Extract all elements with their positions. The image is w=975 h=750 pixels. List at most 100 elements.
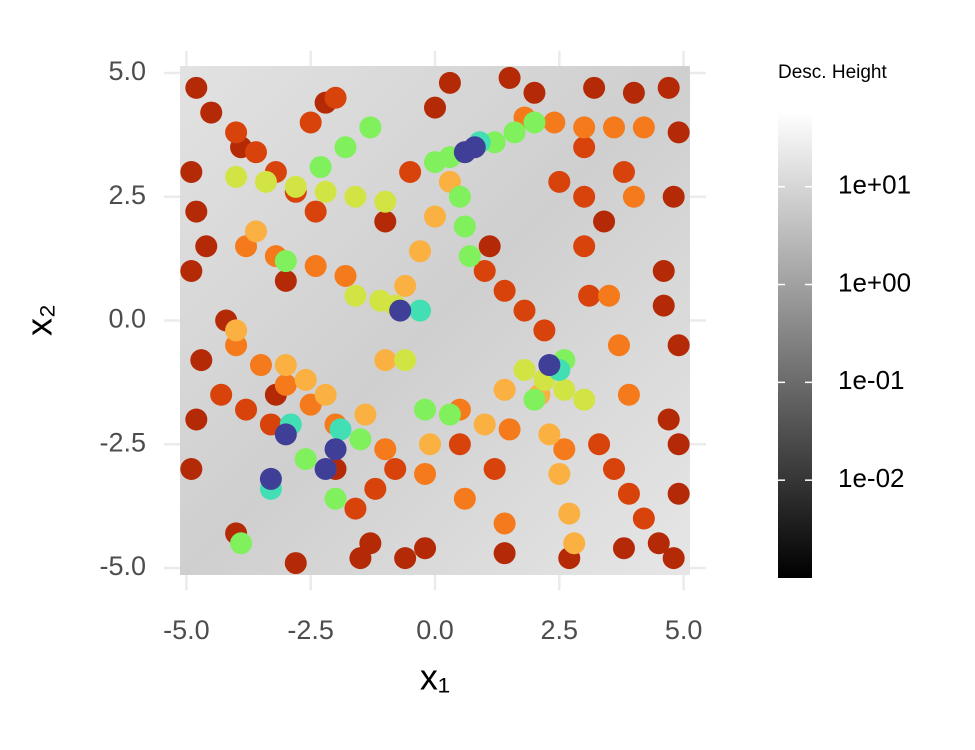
x-tick-label: -2.5 [287, 615, 334, 645]
point [294, 448, 317, 471]
point [553, 438, 576, 461]
point [463, 136, 486, 159]
point [607, 334, 630, 357]
point [324, 86, 347, 109]
point [493, 279, 516, 302]
point [473, 413, 496, 436]
point [538, 354, 561, 377]
point [210, 383, 233, 406]
y-tick-label: 0.0 [108, 304, 146, 334]
point [573, 136, 596, 159]
point [314, 458, 337, 481]
point [274, 373, 297, 396]
colorbar-tick-label: 1e+01 [838, 170, 911, 200]
point [573, 235, 596, 258]
point [593, 210, 616, 233]
point [632, 116, 655, 139]
point [304, 255, 327, 278]
point [458, 245, 481, 268]
point [225, 165, 248, 188]
point [657, 76, 680, 99]
point [244, 220, 267, 243]
point [235, 398, 258, 421]
point [314, 180, 337, 203]
point [523, 111, 546, 134]
point [513, 299, 536, 322]
point [274, 423, 297, 446]
point [548, 170, 571, 193]
point [622, 81, 645, 104]
point [180, 259, 203, 282]
point [553, 378, 576, 401]
point [424, 205, 446, 228]
y-tick-label: -5.0 [99, 551, 146, 581]
point [324, 487, 347, 510]
point [200, 101, 223, 124]
point [523, 388, 546, 411]
y-axis-label: x₂ [19, 304, 60, 336]
point [603, 116, 626, 139]
x-axis-label: x₁ [420, 657, 450, 698]
point [394, 349, 417, 372]
point [573, 116, 596, 139]
point [588, 433, 611, 456]
point [399, 160, 422, 183]
point [314, 383, 337, 406]
point [617, 383, 640, 406]
point [632, 507, 655, 530]
point [185, 408, 208, 431]
point [573, 388, 596, 411]
point [662, 547, 685, 570]
point [419, 433, 442, 456]
point [513, 359, 536, 382]
point [274, 269, 297, 292]
point [538, 423, 561, 446]
point [190, 349, 213, 372]
point [498, 418, 521, 441]
point [483, 458, 506, 481]
point [603, 458, 626, 481]
point [652, 294, 675, 317]
point [667, 433, 690, 456]
point [364, 477, 387, 500]
point [230, 532, 253, 555]
point [244, 141, 267, 164]
point [424, 96, 446, 119]
point [617, 482, 640, 505]
point [493, 512, 516, 535]
point [558, 502, 581, 525]
point [225, 319, 248, 342]
point [324, 438, 347, 461]
y-tick-label: 5.0 [108, 56, 146, 86]
point [284, 552, 307, 575]
point [374, 190, 397, 213]
point [533, 319, 556, 342]
point [304, 200, 327, 223]
point [667, 121, 690, 144]
point [374, 438, 397, 461]
x-tick-label: 5.0 [665, 615, 703, 645]
point [185, 200, 208, 223]
point [662, 185, 685, 208]
point [294, 368, 317, 391]
point [409, 240, 432, 263]
point [578, 284, 601, 307]
y-tick-label: 2.5 [108, 180, 146, 210]
point [612, 537, 635, 560]
point [334, 264, 357, 287]
point [259, 467, 282, 490]
point [493, 542, 516, 565]
point [652, 259, 675, 282]
point [583, 76, 606, 99]
point [438, 71, 461, 94]
point [667, 482, 690, 505]
point [299, 111, 322, 134]
point [274, 354, 297, 377]
point [414, 462, 437, 485]
point [329, 418, 352, 441]
x-tick-label: 2.5 [541, 615, 579, 645]
point [349, 428, 372, 451]
point [548, 462, 571, 485]
point [394, 547, 417, 570]
